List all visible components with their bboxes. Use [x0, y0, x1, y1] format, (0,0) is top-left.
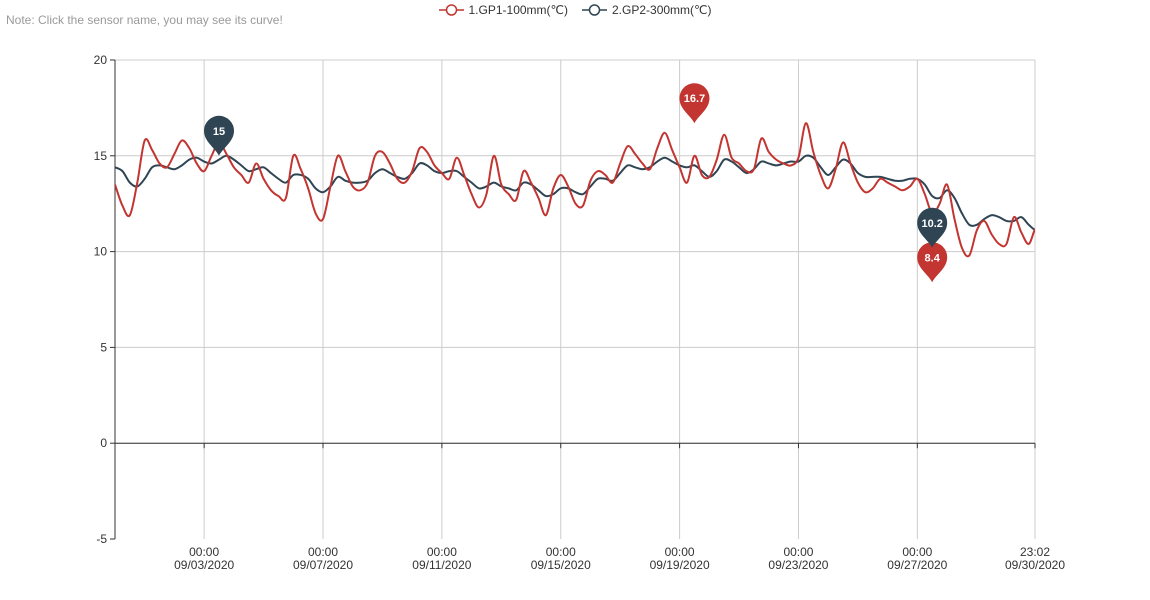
x-tick-date-label: 09/07/2020	[293, 558, 353, 572]
pin-shape	[204, 115, 235, 156]
x-tick-time-label: 00:00	[665, 545, 695, 559]
legend-item-gp2[interactable]: 2.GP2-300mm(℃)	[582, 3, 712, 17]
marker-pin-max: 16.7	[679, 83, 710, 124]
y-tick-label: 20	[94, 53, 108, 67]
legend-item-gp1[interactable]: 1.GP1-100mm(℃)	[438, 3, 569, 17]
marker-pin-min: 10.2	[917, 207, 948, 248]
marker-label: 8.4	[925, 252, 941, 264]
x-tick-time-label: 00:00	[546, 545, 576, 559]
chart-note: Note: Click the sensor name, you may see…	[6, 13, 283, 27]
x-tick-date-label: 09/15/2020	[531, 558, 591, 572]
y-tick-label: 0	[100, 436, 107, 450]
marker-pin-min: 8.4	[917, 242, 948, 283]
legend-line-circle-icon	[582, 4, 607, 16]
marker-label: 15	[213, 126, 225, 138]
x-tick-date-label: 09/27/2020	[887, 558, 947, 572]
marker-pin-max: 15	[204, 115, 235, 156]
marker-label: 16.7	[684, 93, 705, 105]
x-tick-date-label: 09/03/2020	[174, 558, 234, 572]
series-line-1	[115, 122, 1035, 258]
x-tick-time-label: 00:00	[308, 545, 338, 559]
pin-shape	[917, 207, 948, 248]
marker-label: 10.2	[921, 218, 942, 230]
x-tick-date-label: 09/30/2020	[1005, 558, 1065, 572]
x-tick-date-label: 09/11/2020	[412, 558, 471, 572]
y-tick-label: -5	[96, 532, 107, 546]
x-tick-time-label: 00:00	[427, 545, 457, 559]
x-tick-time-label: 23:02	[1020, 545, 1050, 559]
x-tick-date-label: 09/23/2020	[768, 558, 828, 572]
x-tick-time-label: 00:00	[189, 545, 219, 559]
y-tick-label: 10	[94, 245, 108, 259]
pin-shape	[917, 242, 948, 283]
y-tick-label: 15	[94, 149, 108, 163]
x-tick-time-label: 00:00	[902, 545, 932, 559]
pin-shape	[679, 83, 710, 124]
x-tick-date-label: 09/19/2020	[650, 558, 710, 572]
legend-line-circle-icon	[438, 4, 464, 16]
y-tick-label: 5	[100, 340, 107, 354]
legend-label-gp2: 2.GP2-300mm(℃)	[612, 3, 712, 17]
legend-label-gp1: 1.GP1-100mm(℃)	[468, 3, 569, 17]
x-tick-time-label: 00:00	[783, 545, 813, 559]
legend: 1.GP1-100mm(℃) 2.GP2-300mm(℃)	[0, 3, 1150, 17]
